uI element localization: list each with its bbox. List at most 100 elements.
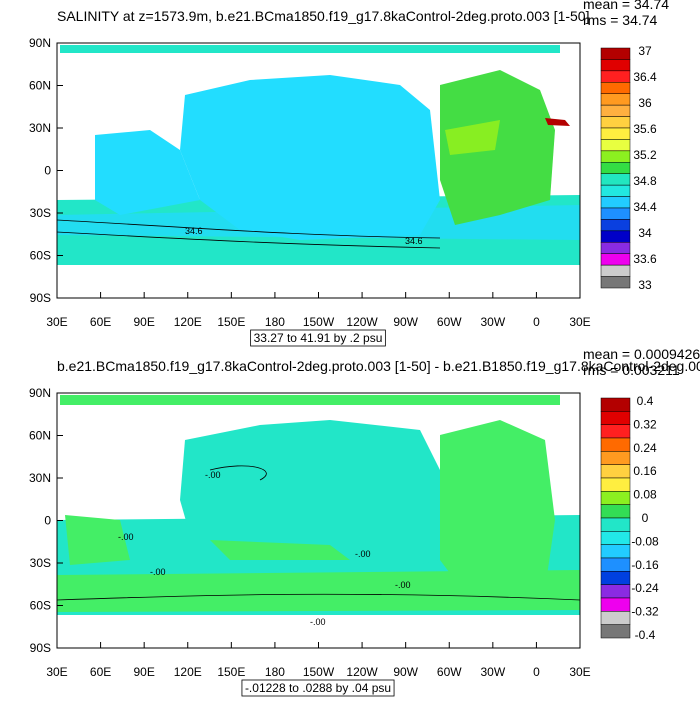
lon-label: 150E bbox=[217, 665, 245, 679]
lat-label: 0 bbox=[44, 164, 51, 178]
contour-label: -.00 bbox=[355, 549, 371, 559]
colorbar-box bbox=[600, 411, 631, 425]
lon-label: 120W bbox=[346, 315, 378, 329]
lat-label: 90N bbox=[29, 36, 51, 50]
lon-label: 60W bbox=[437, 665, 462, 679]
lon-label: 90W bbox=[393, 665, 418, 679]
colorbar-box bbox=[600, 93, 631, 106]
lon-label: 120E bbox=[174, 665, 202, 679]
colorbar-box bbox=[600, 504, 631, 519]
colorbar-label: 33.6 bbox=[633, 252, 657, 266]
lon-label: 90E bbox=[133, 665, 154, 679]
colorbar-box bbox=[600, 597, 631, 612]
colorbar-box bbox=[600, 253, 631, 266]
lat-label: 60S bbox=[30, 599, 51, 613]
colorbar-box bbox=[600, 104, 631, 117]
colorbar-label: -0.32 bbox=[631, 605, 659, 619]
colorbar-box bbox=[600, 47, 631, 60]
colorbar-box bbox=[600, 70, 631, 83]
colorbar-label: -0.24 bbox=[631, 581, 659, 595]
colorbar-box bbox=[600, 517, 631, 532]
lon-label: 60E bbox=[90, 315, 111, 329]
lon-label: 180 bbox=[265, 665, 285, 679]
lon-label: 60E bbox=[90, 665, 111, 679]
colorbar-label: 0.24 bbox=[633, 441, 657, 455]
lon-label: 30E bbox=[569, 315, 590, 329]
colorbar-box bbox=[600, 139, 631, 152]
colorbar-box bbox=[600, 276, 631, 289]
colorbar-box bbox=[600, 624, 631, 639]
colorbar-box bbox=[600, 150, 631, 163]
lon-label: 30W bbox=[480, 665, 505, 679]
colorbar-box bbox=[600, 162, 631, 174]
lon-label: 0 bbox=[533, 315, 540, 329]
lon-label: 120E bbox=[174, 315, 202, 329]
colorbar-box bbox=[600, 184, 631, 197]
lat-label: 90N bbox=[29, 386, 51, 400]
colorbar-label: 0.16 bbox=[633, 464, 657, 478]
lon-label: 30E bbox=[46, 315, 67, 329]
lon-label: 30E bbox=[569, 665, 590, 679]
colorbar-box bbox=[600, 264, 631, 277]
colorbar-label: 36.4 bbox=[633, 70, 657, 84]
lat-label: 30N bbox=[29, 471, 51, 485]
colorbar-box bbox=[600, 557, 631, 572]
lon-label: 0 bbox=[533, 665, 540, 679]
contour-label: -.00 bbox=[150, 567, 166, 577]
colorbar-box bbox=[600, 531, 631, 545]
panel-title: SALINITY at z=1573.9m, b.e21.BCma1850.f1… bbox=[57, 8, 589, 24]
colorbar-box bbox=[600, 544, 631, 559]
colorbar-box bbox=[600, 242, 631, 254]
colorbar-box bbox=[600, 196, 631, 209]
contour-info-box bbox=[250, 329, 386, 347]
contour-label: -.00 bbox=[395, 580, 411, 590]
lat-label: 30S bbox=[30, 556, 51, 570]
lon-label: 120W bbox=[346, 665, 378, 679]
lat-label: 0 bbox=[44, 514, 51, 528]
lon-label: 150W bbox=[303, 665, 335, 679]
lon-label: 60W bbox=[437, 315, 462, 329]
colorbar-box bbox=[600, 207, 631, 220]
contour-label: 34.6 bbox=[405, 236, 423, 246]
colorbar-box bbox=[600, 611, 631, 625]
contour-label: -.00 bbox=[310, 617, 326, 627]
lat-label: 60N bbox=[29, 429, 51, 443]
colorbar-label: -0.16 bbox=[631, 558, 659, 572]
colorbar-label: 33 bbox=[638, 278, 652, 292]
colorbar-label: 34.8 bbox=[633, 174, 657, 188]
contour-info: 33.27 to 41.91 by .2 psu bbox=[254, 331, 383, 345]
mean-label: mean = 0.0009426 bbox=[583, 346, 700, 362]
map-1 bbox=[56, 42, 581, 299]
lon-label: 150W bbox=[303, 315, 335, 329]
colorbar-box bbox=[600, 116, 631, 129]
colorbar-label: 34 bbox=[638, 226, 652, 240]
colorbar-box bbox=[600, 451, 631, 465]
colorbar-box bbox=[600, 424, 631, 439]
colorbar-box bbox=[600, 584, 631, 599]
colorbar-label: 0.32 bbox=[633, 417, 657, 431]
colorbar-box bbox=[600, 464, 631, 479]
colorbar-label: -0.4 bbox=[635, 628, 656, 642]
lon-label: 30E bbox=[46, 665, 67, 679]
map-2 bbox=[56, 392, 581, 649]
colorbar-label: 37 bbox=[638, 44, 652, 58]
rms-label: rms = 0.003211 bbox=[583, 362, 680, 378]
lon-label: 90W bbox=[393, 315, 418, 329]
colorbar-box bbox=[600, 477, 631, 492]
colorbar-box bbox=[600, 571, 631, 585]
lat-label: 90S bbox=[30, 291, 51, 305]
contour-label: -.00 bbox=[118, 532, 134, 542]
lat-label: 90S bbox=[30, 641, 51, 655]
contour-label: 34.6 bbox=[185, 226, 203, 236]
rms-label: rms = 34.74 bbox=[583, 12, 658, 28]
colorbar-label: 36 bbox=[638, 96, 652, 110]
colorbar-box bbox=[600, 437, 631, 452]
colorbar-box bbox=[600, 59, 631, 72]
contour-label: -.00 bbox=[205, 470, 221, 480]
panel-title: b.e21.BCma1850.f19_g17.8kaControl-2deg.p… bbox=[57, 358, 700, 374]
lat-label: 60S bbox=[30, 249, 51, 263]
colorbar-box bbox=[600, 230, 631, 243]
colorbar-label: 35.6 bbox=[633, 122, 657, 136]
lon-label: 150E bbox=[217, 315, 245, 329]
lon-label: 180 bbox=[265, 315, 285, 329]
